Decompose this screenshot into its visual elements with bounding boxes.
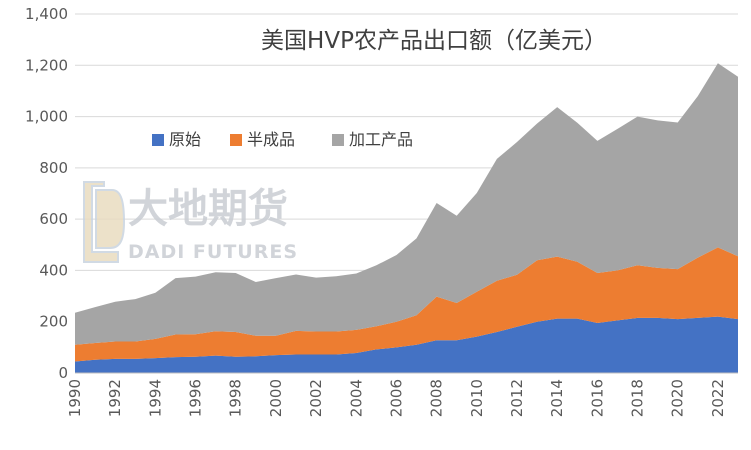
y-tick-labels: 0 200 400 600 800 1,000 1,200 1,400 bbox=[25, 5, 68, 382]
area-series bbox=[75, 63, 738, 373]
watermark-logo-icon bbox=[83, 181, 126, 263]
x-tick-label: 2022 bbox=[709, 379, 727, 417]
x-tick-label: 1990 bbox=[66, 379, 84, 417]
y-tick-label: 800 bbox=[39, 159, 68, 177]
y-tick-label: 1,000 bbox=[25, 108, 68, 126]
y-tick-label: 400 bbox=[39, 261, 68, 279]
watermark-en: DADI FUTURES bbox=[128, 241, 298, 263]
legend-swatch bbox=[332, 134, 344, 146]
legend-label: 加工产品 bbox=[349, 130, 413, 149]
x-tick-labels: 1990 1992 1994 1996 1998 2000 2002 2004 2006 2008… bbox=[66, 379, 727, 417]
y-tick-label: 1,200 bbox=[25, 56, 68, 74]
y-tick-label: 200 bbox=[39, 313, 68, 331]
x-tick-label: 2014 bbox=[548, 379, 566, 417]
legend-swatch bbox=[152, 134, 164, 146]
legend-label: 原始 bbox=[169, 130, 201, 149]
x-tick-label: 2016 bbox=[588, 379, 606, 417]
x-tick-label: 2020 bbox=[669, 379, 687, 417]
legend-swatch bbox=[230, 134, 242, 146]
x-tick-label: 2018 bbox=[629, 379, 647, 417]
chart-title: 美国HVP农产品出口额（亿美元） bbox=[261, 28, 607, 54]
gridlines bbox=[75, 13, 738, 323]
area-1 bbox=[75, 316, 738, 373]
y-tick-label: 600 bbox=[39, 210, 68, 228]
watermark-cn: 大地期货 bbox=[128, 186, 288, 232]
x-tick-label: 1996 bbox=[187, 379, 205, 417]
x-tick-label: 2004 bbox=[347, 379, 365, 417]
x-tick-label: 2010 bbox=[468, 379, 486, 417]
x-tick-label: 2000 bbox=[267, 379, 285, 417]
legend: 原始 半成品 加工产品 bbox=[152, 130, 413, 149]
area-2 bbox=[75, 247, 738, 362]
y-tick-label: 0 bbox=[58, 364, 68, 382]
watermark: 大地期货 DADI FUTURES bbox=[83, 181, 298, 263]
x-tick-label: 2008 bbox=[428, 379, 446, 417]
x-tick-label: 2002 bbox=[307, 379, 325, 417]
x-tick-label: 1994 bbox=[146, 379, 164, 417]
y-tick-label: 1,400 bbox=[25, 5, 68, 23]
x-tick-label: 1992 bbox=[106, 379, 124, 417]
x-tick-label: 2012 bbox=[508, 379, 526, 417]
x-tick-label: 2006 bbox=[387, 379, 405, 417]
x-tick-label: 1998 bbox=[227, 379, 245, 417]
legend-label: 半成品 bbox=[247, 130, 295, 149]
area-3 bbox=[75, 63, 738, 345]
